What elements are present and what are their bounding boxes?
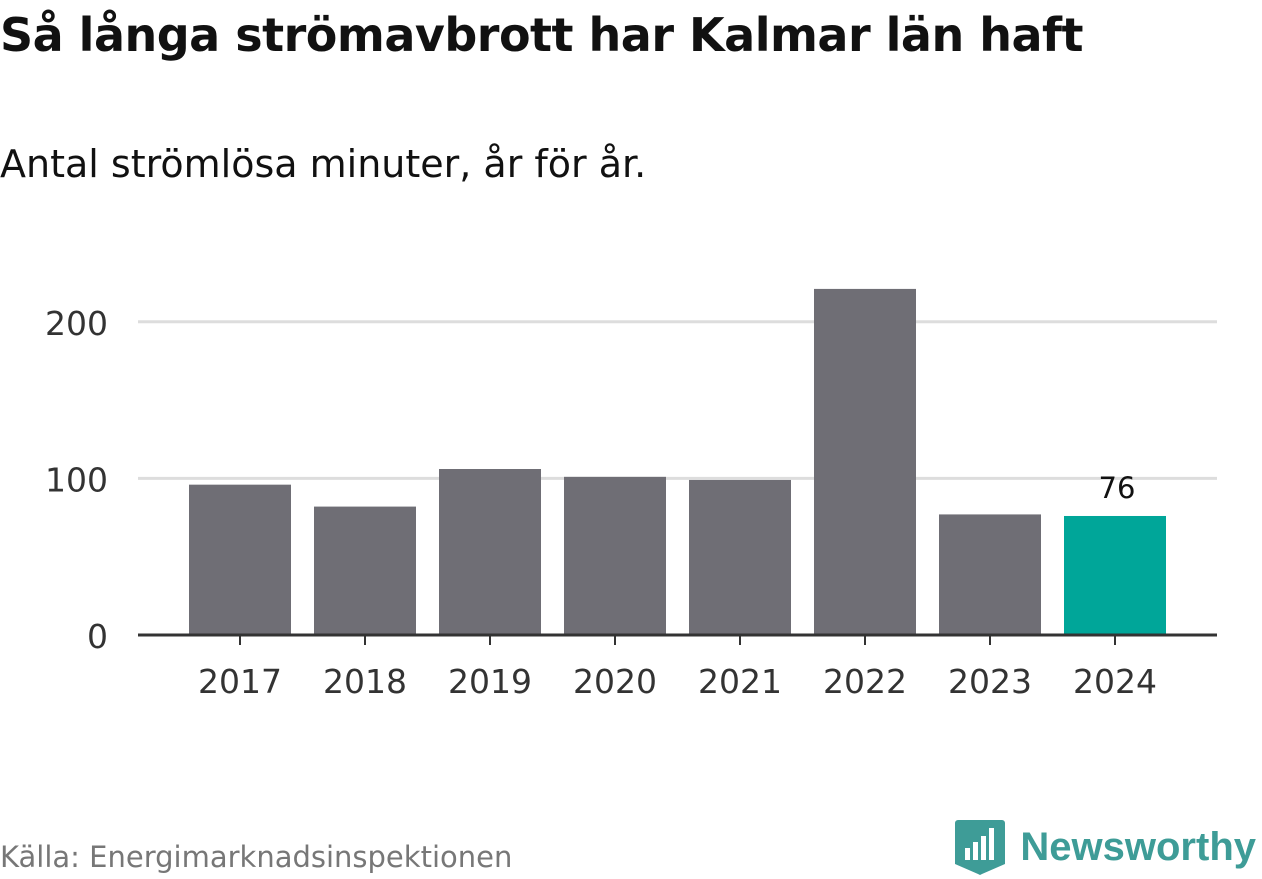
brand: Newsworthy	[954, 818, 1256, 876]
x-tick-label: 2017	[198, 662, 282, 701]
bar-2017	[189, 484, 291, 635]
chart-title: Så långa strömavbrott har Kalmar län haf…	[0, 8, 1084, 62]
source-note: Källa: Energimarknadsinspektionen	[0, 840, 513, 874]
x-tick-label: 2024	[1073, 662, 1157, 701]
y-tick-label: 0	[87, 617, 108, 656]
x-tick-label: 2018	[323, 662, 407, 701]
bar-2023	[939, 514, 1041, 635]
chart-subtitle: Antal strömlösa minuter, år för år.	[0, 142, 647, 186]
x-tick-label: 2019	[448, 662, 532, 701]
bar-2019	[439, 469, 541, 635]
x-tick-label: 2022	[823, 662, 907, 701]
bar-chart: 0 100 200 2017 2018 2019 2020 2021 2022 2023 2024 7…	[45, 288, 1217, 701]
brand-name: Newsworthy	[1020, 824, 1256, 869]
x-tick-label: 2023	[948, 662, 1032, 701]
y-tick-label: 100	[45, 460, 108, 499]
y-tick-label: 200	[45, 304, 108, 343]
newsworthy-logo-icon	[955, 820, 1006, 875]
bar-2020	[564, 476, 666, 635]
x-tick-label: 2020	[573, 662, 657, 701]
bar-2022	[814, 288, 916, 635]
bar-2024	[1064, 515, 1166, 635]
bar-2021	[689, 479, 791, 635]
bar-2018	[314, 506, 416, 635]
x-tick-label: 2021	[698, 662, 782, 701]
data-label: 76	[1099, 471, 1136, 505]
